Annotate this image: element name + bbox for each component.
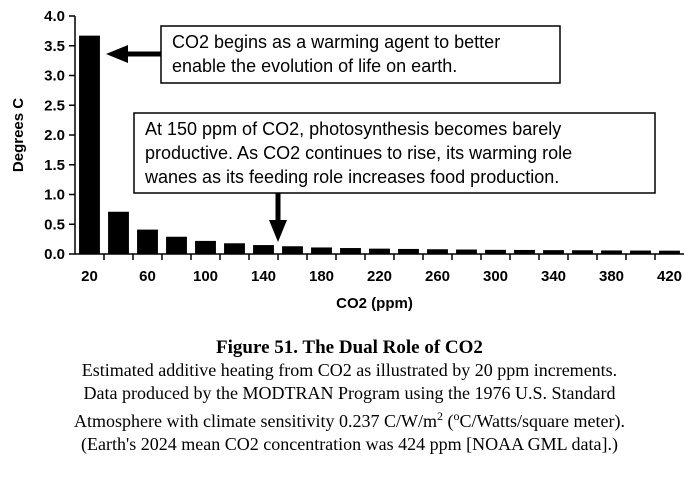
caption-line-3-mid: ( — [442, 411, 454, 431]
bar-400 — [630, 250, 651, 254]
y-tick-label: 3.0 — [44, 68, 65, 85]
x-tick-label: 180 — [309, 268, 334, 285]
x-tick-label: 60 — [139, 268, 156, 285]
y-axis-title: Degrees C — [10, 98, 27, 172]
bar-60 — [137, 229, 158, 254]
x-tick-label: 220 — [367, 268, 392, 285]
y-tick-label: 0.5 — [44, 216, 65, 233]
bar-180 — [311, 247, 332, 254]
x-tick-label: 380 — [599, 268, 624, 285]
y-tick-label: 4.0 — [44, 8, 65, 25]
bar-240 — [398, 248, 419, 254]
bar-220 — [369, 248, 390, 254]
annotation-2-arrow — [269, 193, 287, 242]
x-tick-label: 420 — [657, 268, 682, 285]
x-tick-label: 100 — [193, 268, 218, 285]
bar-40 — [108, 211, 129, 254]
y-tick-label: 1.0 — [44, 187, 65, 204]
x-tick-label: 140 — [251, 268, 276, 285]
bar-380 — [601, 250, 622, 254]
bar-260 — [427, 249, 448, 254]
bars-group — [79, 35, 680, 255]
caption-sup-squared: 2 — [436, 409, 443, 423]
caption-line-1: Estimated additive heating from CO2 as i… — [81, 360, 618, 380]
bar-280 — [456, 249, 477, 254]
annotation-box-2 — [133, 112, 656, 194]
y-tick-label: 2.0 — [44, 127, 65, 144]
bar-300 — [485, 249, 506, 254]
y-tick-label: 1.5 — [44, 157, 65, 174]
x-ticks-group: 20 60 100 140 180 220 260 300 340 380 420 — [81, 254, 682, 285]
bar-360 — [572, 250, 593, 254]
caption-line-4: (Earth's 2024 mean CO2 concentration was… — [81, 434, 618, 454]
x-tick-label: 340 — [541, 268, 566, 285]
bar-320 — [514, 249, 535, 254]
annotation-1-arrow — [106, 45, 161, 63]
bar-160 — [282, 246, 303, 254]
annotation-1-line-2: enable the evolution of life on earth. — [172, 56, 457, 76]
annotation-box-1 — [160, 25, 561, 84]
caption-line-2: Data produced by the MODTRAN Program usi… — [83, 383, 616, 403]
y-ticks-group: 0.0 0.5 1.0 1.5 2.0 2.5 3.0 3.5 4.0 — [44, 8, 75, 263]
caption-line-3-end: C/Watts/square meter). — [459, 411, 625, 431]
x-axis-title: CO2 (ppm) — [336, 295, 413, 312]
caption-line-3-start: Atmosphere with climate sensitivity 0.23… — [74, 411, 437, 431]
x-tick-label: 20 — [81, 268, 98, 285]
bar-140 — [253, 245, 274, 254]
x-tick-label: 300 — [483, 268, 508, 285]
bar-200 — [340, 248, 361, 254]
annotation-2-line-3: wanes as its feeding role increases food… — [144, 167, 559, 187]
annotation-1-line-1: CO2 begins as a warming agent to better — [172, 32, 500, 52]
annotation-2-line-1: At 150 ppm of CO2, photosynthesis become… — [145, 119, 561, 139]
bar-chart: 0.0 0.5 1.0 1.5 2.0 2.5 3.0 3.5 4.0 20 60 100 140 18… — [10, 8, 684, 312]
y-tick-label: 0.0 — [44, 246, 65, 263]
bar-20 — [79, 35, 100, 255]
figure-caption: Figure 51. The Dual Role of CO2 Estimate… — [0, 336, 699, 456]
x-tick-label: 260 — [425, 268, 450, 285]
figure-title: Figure 51. The Dual Role of CO2 — [216, 337, 483, 358]
bar-80 — [166, 236, 187, 254]
bar-100 — [195, 240, 216, 254]
caption-line-3: Atmosphere with climate sensitivity 0.23… — [0, 405, 699, 433]
annotation-2-line-2: productive. As CO2 continues to rise, it… — [145, 143, 572, 163]
bar-340 — [543, 250, 564, 254]
caption-sup-degree: o — [453, 409, 460, 423]
y-tick-label: 2.5 — [44, 97, 65, 114]
bar-420 — [659, 250, 680, 254]
bar-120 — [224, 243, 245, 254]
y-tick-label: 3.5 — [44, 38, 65, 55]
